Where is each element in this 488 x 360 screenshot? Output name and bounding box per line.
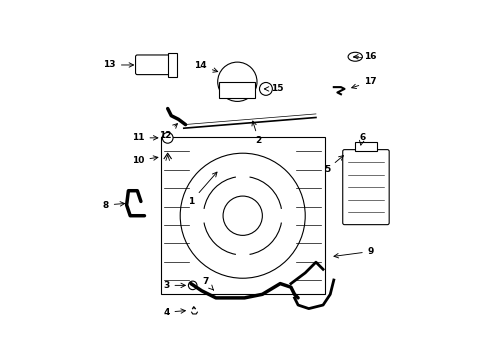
Circle shape bbox=[162, 132, 173, 143]
Text: 3: 3 bbox=[163, 281, 185, 290]
Circle shape bbox=[188, 281, 197, 290]
Text: 17: 17 bbox=[351, 77, 376, 89]
Bar bbox=[219, 82, 255, 98]
Text: 12: 12 bbox=[159, 123, 177, 140]
FancyBboxPatch shape bbox=[342, 150, 388, 225]
Text: 13: 13 bbox=[103, 60, 133, 69]
Text: 9: 9 bbox=[333, 247, 373, 258]
Text: 10: 10 bbox=[132, 156, 158, 165]
Text: 5: 5 bbox=[324, 156, 343, 174]
Text: 11: 11 bbox=[132, 133, 158, 142]
Text: 16: 16 bbox=[353, 52, 376, 61]
Text: 14: 14 bbox=[194, 61, 217, 72]
Text: 8: 8 bbox=[102, 201, 124, 210]
Text: 4: 4 bbox=[163, 308, 185, 317]
Bar bbox=[354, 143, 376, 152]
Text: 2: 2 bbox=[251, 121, 262, 145]
Circle shape bbox=[180, 153, 305, 278]
Ellipse shape bbox=[347, 52, 362, 61]
Circle shape bbox=[217, 62, 257, 102]
Text: 15: 15 bbox=[264, 84, 283, 93]
Text: 1: 1 bbox=[188, 172, 217, 206]
Circle shape bbox=[259, 82, 272, 95]
FancyBboxPatch shape bbox=[135, 55, 173, 75]
Text: 7: 7 bbox=[202, 277, 213, 290]
Text: 6: 6 bbox=[359, 132, 365, 145]
Bar bbox=[167, 53, 176, 77]
Circle shape bbox=[223, 196, 262, 235]
Bar bbox=[160, 137, 324, 294]
